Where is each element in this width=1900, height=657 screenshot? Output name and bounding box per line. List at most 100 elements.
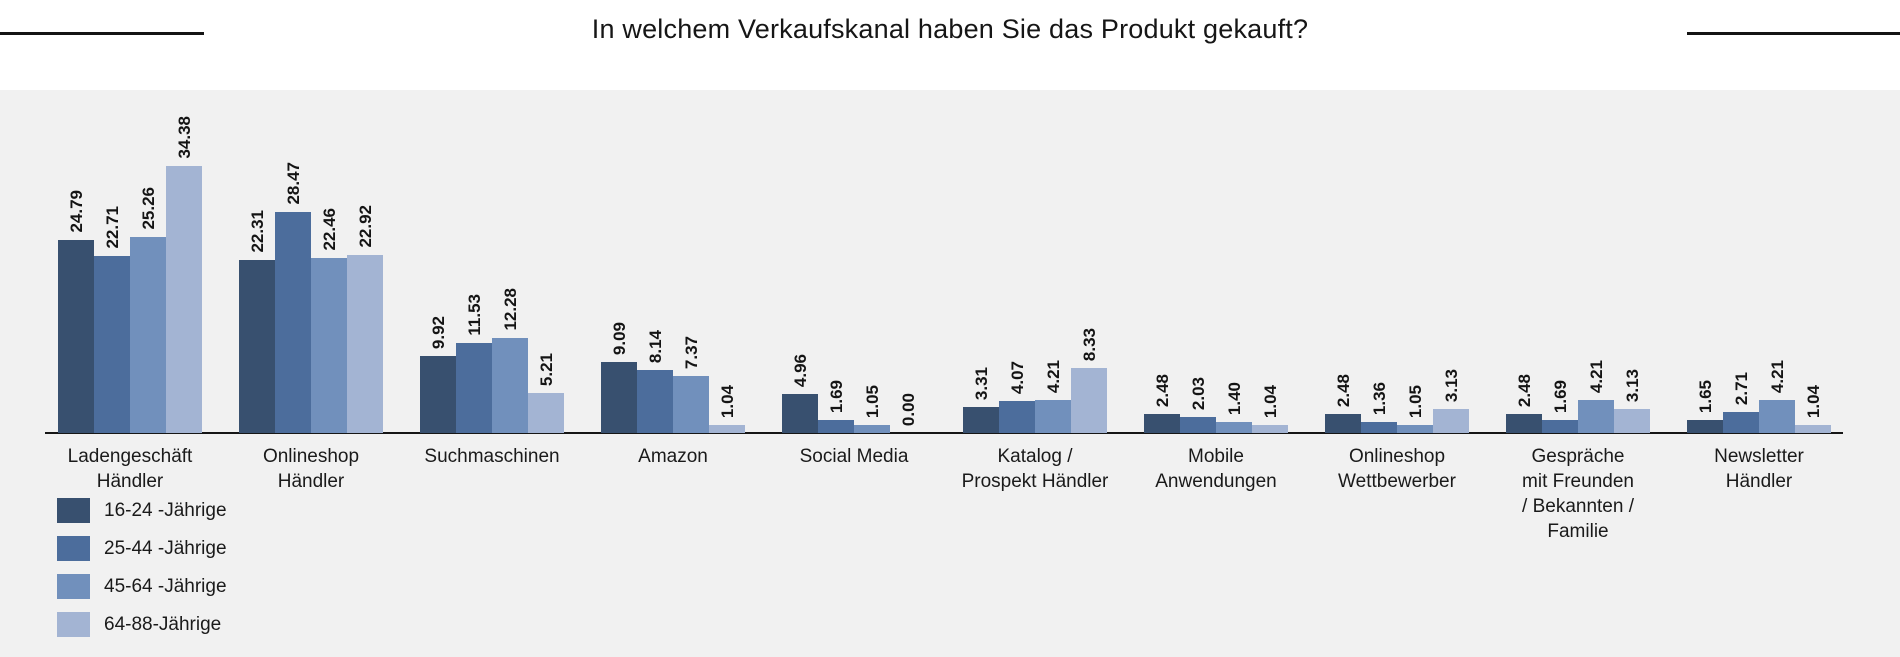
bar-group: 4.96 1.69 1.05 0.00: [782, 90, 926, 434]
bar: [492, 338, 528, 433]
bar-value-label: 4.21: [1043, 359, 1063, 393]
category-label: Suchmaschinen: [424, 446, 560, 467]
plot-panel: 24.79 22.71 25.26 34.38 22.31 28.47 22.46 22.92…: [0, 90, 1900, 657]
bar-group: 24.79 22.71 25.26 34.38: [58, 90, 202, 434]
bar: [709, 425, 745, 433]
bar-value-label: 22.71: [102, 206, 122, 249]
bar: [1542, 420, 1578, 433]
bar: [275, 212, 311, 433]
bar-value-label: 2.48: [1152, 373, 1172, 407]
bar-value-label: 9.92: [428, 315, 448, 349]
legend-label: 25-44 -Jährige: [104, 537, 227, 559]
bar-value-label: 4.96: [790, 353, 810, 387]
bar-value-label: 1.05: [862, 384, 882, 418]
bar-value-label: 3.31: [971, 366, 991, 400]
bar-value-label: 9.09: [609, 321, 629, 355]
bar-value-label: 7.37: [681, 335, 701, 369]
legend-item: 64-88-Jährige: [57, 612, 227, 637]
category-label: Amazon: [638, 446, 708, 467]
bar-value-label: 28.47: [283, 162, 303, 205]
legend: 16-24 -Jährige 25-44 -Jährige 45-64 -Jähri…: [57, 498, 227, 637]
bar-group: 22.31 28.47 22.46 22.92: [239, 90, 383, 434]
bar: [58, 240, 94, 433]
chart-title: In welchem Verkaufskanal haben Sie das P…: [591, 14, 1309, 44]
bar-value-label: 11.53: [464, 294, 484, 336]
bar: [1144, 414, 1180, 433]
bar: [818, 420, 854, 433]
category-label: Social Media: [799, 446, 909, 467]
bar-value-label: 8.14: [645, 329, 665, 363]
bar: [1687, 420, 1723, 433]
bar: [239, 260, 275, 433]
bar: [94, 256, 130, 433]
bar-value-label: 4.21: [1767, 359, 1787, 393]
bar-value-label: 2.03: [1188, 376, 1208, 410]
bar-value-label: 2.48: [1514, 373, 1534, 407]
bar-group: 9.92 11.53 12.28 5.21: [420, 90, 564, 434]
bar: [1361, 422, 1397, 433]
legend-item: 16-24 -Jährige: [57, 498, 227, 523]
bar-value-label: 2.48: [1333, 373, 1353, 407]
category-label: Ladengeschäft Händler: [67, 446, 193, 493]
bar: [1506, 414, 1542, 433]
category-label: Katalog / Prospekt Händler: [961, 446, 1109, 493]
bar-value-label: 4.21: [1586, 359, 1606, 393]
legend-swatch: [57, 574, 90, 599]
bar-value-label: 24.79: [66, 190, 86, 233]
bar-group: 2.48 1.36 1.05 3.13: [1325, 90, 1469, 434]
bar: [456, 343, 492, 433]
bar-value-label: 1.65: [1695, 379, 1715, 413]
bar: [854, 425, 890, 433]
legend-swatch: [57, 612, 90, 637]
bar-value-label: 1.40: [1224, 381, 1244, 415]
legend-swatch: [57, 536, 90, 561]
bar: [1723, 412, 1759, 433]
bar: [1325, 414, 1361, 433]
legend-item: 25-44 -Jährige: [57, 536, 227, 561]
bar-value-label: 4.07: [1007, 360, 1027, 394]
bar-value-label: 2.71: [1731, 371, 1751, 405]
bar-value-label: 12.28: [500, 288, 520, 331]
bar-value-label: 1.05: [1405, 384, 1425, 418]
bar-group: 3.31 4.07 4.21 8.33: [963, 90, 1107, 434]
bar: [1071, 368, 1107, 433]
bar: [637, 370, 673, 433]
bar-value-label: 1.69: [826, 379, 846, 413]
bar: [130, 237, 166, 433]
bar-value-label: 8.33: [1079, 327, 1099, 361]
x-axis-line: [45, 432, 1843, 434]
bar-value-label: 1.04: [1803, 384, 1823, 418]
bar: [528, 393, 564, 433]
bar: [1180, 417, 1216, 433]
bar-value-label: 5.21: [536, 352, 556, 386]
bar: [1795, 425, 1831, 433]
bar: [673, 376, 709, 433]
bar: [420, 356, 456, 433]
bar: [1397, 425, 1433, 433]
legend-item: 45-64 -Jährige: [57, 574, 227, 599]
bar-value-label: 1.04: [717, 384, 737, 418]
bar: [1035, 400, 1071, 433]
category-label: Mobile Anwendungen: [1155, 446, 1277, 493]
bar: [1578, 400, 1614, 433]
legend-label: 16-24 -Jährige: [104, 499, 227, 521]
bar-value-label: 1.36: [1369, 381, 1389, 415]
plot-region: 24.79 22.71 25.26 34.38 22.31 28.47 22.46 22.92…: [0, 90, 1900, 434]
bar-group: 2.48 1.69 4.21 3.13: [1506, 90, 1650, 434]
legend-label: 45-64 -Jährige: [104, 575, 227, 597]
bar: [999, 401, 1035, 433]
bar: [1759, 400, 1795, 433]
title-rule-left: [0, 32, 204, 35]
bar-value-label: 1.04: [1260, 384, 1280, 418]
bar: [1252, 425, 1288, 433]
bar-value-label: 22.92: [355, 205, 375, 248]
bar-value-label: 22.31: [247, 210, 267, 253]
legend-swatch: [57, 498, 90, 523]
bar-group: 1.65 2.71 4.21 1.04: [1687, 90, 1831, 434]
bar-value-label: 34.38: [174, 116, 194, 159]
bar: [166, 166, 202, 433]
bar: [1614, 409, 1650, 433]
bar: [311, 258, 347, 433]
bar: [1216, 422, 1252, 433]
